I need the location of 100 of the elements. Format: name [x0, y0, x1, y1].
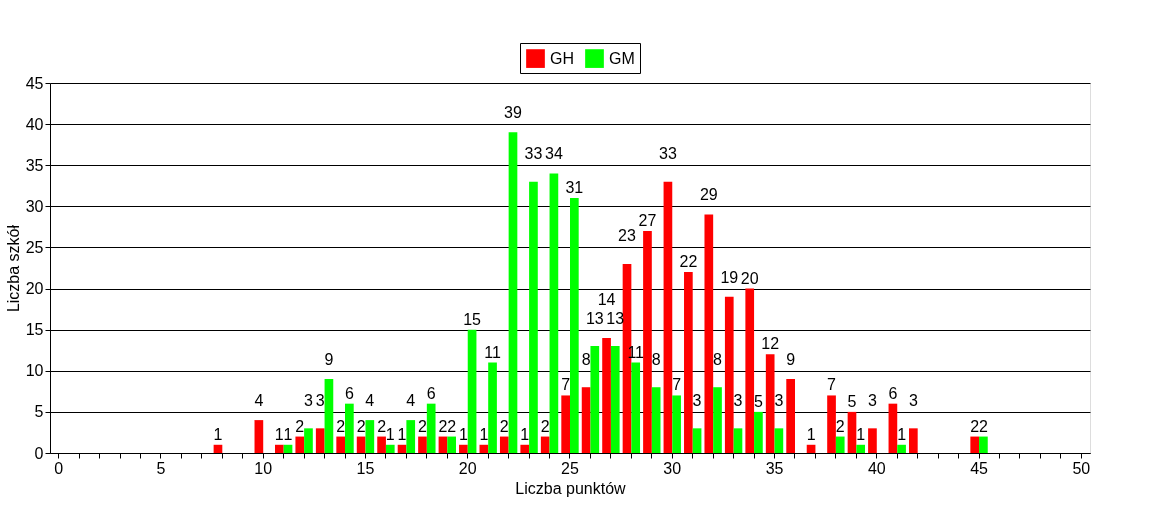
bar [856, 444, 866, 453]
bar [774, 428, 784, 453]
data-label: 23 [618, 227, 637, 245]
bar [733, 428, 743, 453]
data-label: 1 [897, 425, 907, 443]
bar [406, 420, 416, 453]
bar [786, 379, 795, 453]
bar [754, 411, 763, 453]
bar [724, 296, 734, 453]
y-tick-label: 10 [25, 362, 44, 380]
data-label: 3 [774, 391, 784, 409]
bar [488, 362, 497, 453]
x-axis-title: Liczba punktów [515, 479, 627, 497]
data-label: 2 [970, 417, 980, 435]
bar [549, 173, 559, 453]
x-tick-label: 40 [867, 459, 886, 477]
data-label: 34 [545, 145, 563, 163]
y-tick-label: 35 [25, 156, 44, 174]
bar [397, 444, 407, 453]
data-label: 2 [377, 417, 387, 435]
data-label: 3 [908, 391, 918, 409]
bar [254, 420, 264, 453]
bar [385, 444, 395, 453]
bar [888, 403, 898, 453]
bar [663, 181, 673, 453]
bar [970, 436, 980, 453]
data-label: 2 [978, 417, 988, 435]
y-tick-label: 20 [25, 280, 44, 298]
bar [651, 387, 661, 453]
bar [304, 428, 313, 453]
bar [377, 436, 386, 453]
bar [499, 436, 509, 453]
data-label: 31 [565, 179, 584, 197]
bar [426, 403, 436, 453]
data-label: 4 [254, 391, 264, 409]
bar [692, 428, 702, 453]
data-label: 2 [295, 417, 305, 435]
data-label: 11 [484, 343, 501, 361]
legend-label: GH [550, 49, 574, 67]
bar [540, 436, 550, 453]
data-label: 13 [585, 309, 604, 327]
data-label: 3 [867, 391, 877, 409]
bar [643, 231, 652, 453]
y-tick-label: 30 [25, 197, 44, 215]
data-label: 7 [672, 376, 682, 394]
data-label: 9 [786, 350, 796, 368]
data-label: 1 [856, 425, 866, 443]
bar [336, 436, 346, 453]
bar [418, 436, 427, 453]
x-tick-label: 30 [663, 459, 682, 477]
data-label: 29 [699, 186, 718, 204]
x-tick-label: 45 [970, 459, 989, 477]
data-label: 5 [847, 392, 857, 410]
data-label: 5 [753, 392, 763, 410]
data-label: 15 [463, 310, 482, 328]
data-label: 3 [692, 391, 702, 409]
data-label: 1 [479, 425, 489, 443]
bar [979, 436, 988, 453]
bar [590, 346, 600, 453]
data-label: 2 [499, 417, 509, 435]
bar [631, 362, 641, 453]
bar [365, 420, 375, 453]
data-label: 1 [397, 425, 407, 443]
y-tick-label: 15 [25, 321, 44, 339]
data-label: 8 [581, 350, 591, 368]
x-tick-label: 50 [1072, 459, 1091, 477]
bar [447, 436, 456, 453]
bar [508, 132, 518, 453]
data-label: 22 [679, 253, 698, 271]
bar [520, 444, 530, 453]
data-label: 7 [561, 376, 571, 394]
bar [806, 444, 816, 453]
legend-label: GM [609, 49, 635, 67]
data-label: 39 [504, 104, 522, 122]
bar [315, 428, 325, 453]
data-label: 6 [426, 384, 436, 402]
y-tick-label: 5 [34, 403, 44, 421]
bar [283, 444, 293, 453]
data-label: 2 [438, 417, 448, 435]
bar [213, 444, 223, 453]
data-label: 1 [458, 425, 468, 443]
bar [847, 411, 857, 453]
x-tick-label: 10 [254, 459, 273, 477]
y-tick-label: 25 [25, 238, 44, 256]
y-tick-label: 0 [34, 444, 44, 462]
bar [684, 272, 693, 453]
data-label: 6 [888, 384, 898, 402]
data-label: 1 [213, 425, 223, 443]
bar [827, 395, 836, 453]
bar [529, 181, 538, 453]
bar [610, 346, 620, 453]
x-tick-label: 20 [458, 459, 477, 477]
bar [459, 444, 468, 453]
data-label: 14 [597, 290, 616, 308]
data-label: 2 [447, 417, 457, 435]
y-axis-title: Liczba szkół [4, 224, 22, 313]
bar [765, 354, 775, 453]
bar [672, 395, 681, 453]
data-label: 1 [385, 425, 395, 443]
data-label: 3 [733, 391, 743, 409]
